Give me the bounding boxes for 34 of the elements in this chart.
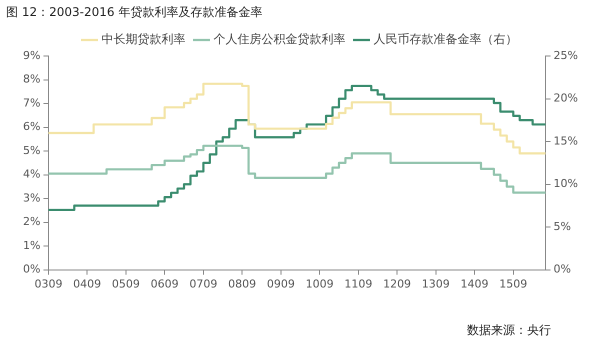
x-tick-label: 0409 <box>73 277 102 290</box>
y2-tick-label: 0% <box>554 262 572 276</box>
x-tick-label: 0509 <box>112 277 140 290</box>
x-tick-label: 1109 <box>344 277 372 290</box>
source-note: 数据来源：央行 <box>467 322 551 339</box>
chart-title: 图 12：2003-2016 年贷款利率及存款准备金率 <box>6 4 262 21</box>
x-tick-label: 1209 <box>383 277 412 290</box>
y2-tick-label: 15% <box>554 134 578 148</box>
y-tick-label: 4% <box>23 168 40 181</box>
y-tick-label: 0% <box>23 262 40 276</box>
x-tick-label: 0809 <box>228 277 256 290</box>
y-tick-label: 3% <box>23 191 40 204</box>
y-tick-label: 7% <box>23 96 40 110</box>
y2-tick-label: 25% <box>554 48 578 62</box>
y-tick-label: 9% <box>23 48 40 62</box>
legend-label: 人民币存款准备金率（右） <box>374 32 518 46</box>
y-tick-label: 8% <box>23 72 40 86</box>
x-tick-label: 1309 <box>422 277 450 290</box>
x-tick-label: 0909 <box>266 277 295 290</box>
y2-tick-label: 5% <box>554 220 572 233</box>
legend-label: 中长期贷款利率 <box>102 32 186 46</box>
legend-label: 个人住房公积金贷款利率 <box>214 32 346 46</box>
x-tick-label: 0309 <box>34 277 62 290</box>
x-tick-label: 1409 <box>460 277 489 290</box>
y-tick-label: 2% <box>23 215 40 228</box>
y-tick-label: 6% <box>23 120 40 134</box>
x-tick-label: 1009 <box>306 277 334 290</box>
x-tick-label: 0709 <box>189 277 218 290</box>
x-tick-label: 0609 <box>150 277 179 290</box>
y-tick-label: 5% <box>23 144 40 157</box>
y-tick-label: 1% <box>23 238 40 252</box>
y2-tick-label: 10% <box>554 177 578 190</box>
y2-tick-label: 20% <box>554 92 578 105</box>
x-tick-label: 1509 <box>499 277 528 290</box>
